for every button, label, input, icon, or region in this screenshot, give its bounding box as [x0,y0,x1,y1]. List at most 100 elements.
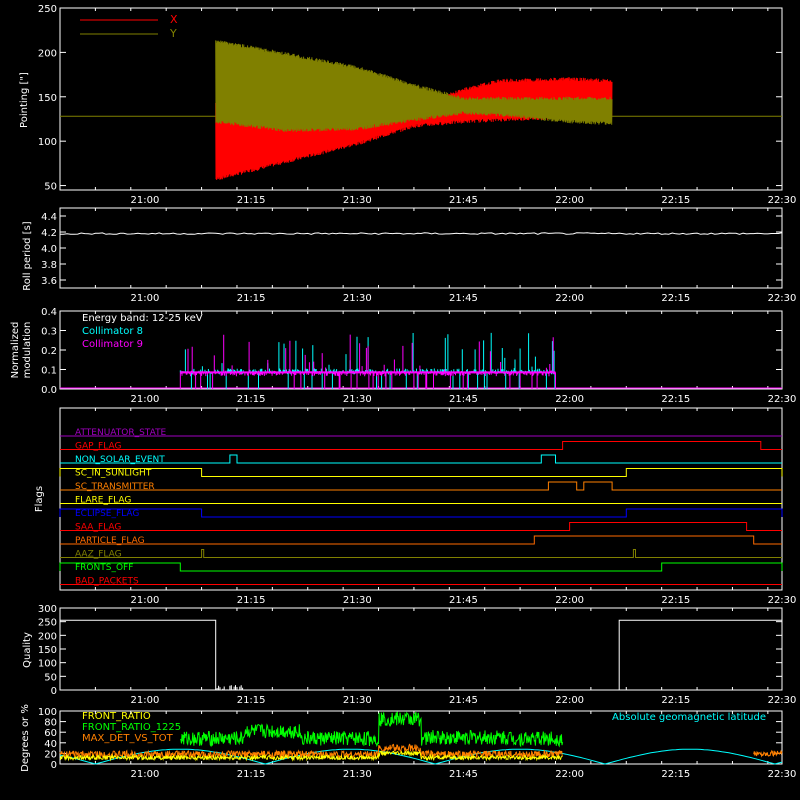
ratios-ytick-label: 80 [44,718,57,729]
chart-marks: 21:00 21:15 21:30 21:45 22:00 22:15 22:30 21:00… [38,4,797,780]
quality-xtick-label: 21:00 [131,695,160,706]
flag-label: GAP_FLAG [75,442,121,452]
flag-line-saa-flag [60,522,782,531]
roll-xtick-label: 21:30 [343,293,372,304]
flags-frame [59,407,783,591]
roll-ylabel: Roll period [s] [22,221,33,290]
flag-line-eclipse-flag [59,508,783,518]
pointing-panel: Pointing ["] X Y [19,7,783,191]
quality-ytick-label: 300 [38,604,57,615]
front-ratio-1225-series [180,711,564,748]
flags-panel: Flags [34,407,783,591]
legend-front-ratio-1225: FRONT_RATIO_1225 [82,722,181,733]
roll-ytick-label: 3.6 [41,276,57,287]
pointing-ylabel: Pointing ["] [19,72,30,128]
roll-xtick-label: 21:45 [449,293,478,304]
energy-band-label: Energy band: 12-25 keV [82,313,203,324]
ratios-xtick-label: 22:15 [661,769,690,780]
modulation-ytick-label: 0.0 [41,385,57,396]
modulation-ytick-label: 0.2 [41,346,57,357]
flag-line-non-solar-event [60,454,782,464]
ratios-panel: Degrees or % FRONT_RATIO FRONT_RATIO_122… [20,704,783,772]
flags-xtick-label: 21:00 [131,595,160,606]
modulation-xtick-label: 21:00 [131,394,160,405]
quality-ytick-label: 200 [38,631,57,642]
flag-line-fronts-off [59,562,783,572]
pointing-frame [59,7,783,191]
flag-line-particle-flag [60,535,782,545]
ratios-ytick-label: 100 [38,707,57,718]
front-ratio-series [59,749,563,762]
ratios-frame [59,710,783,765]
ratios-xtick-label: 21:00 [131,769,160,780]
modulation-xtick-label: 22:15 [661,394,690,405]
pointing-xtick-label: 21:30 [343,195,372,206]
pointing-xtick-label: 21:15 [237,195,266,206]
roll-ytick-label: 4.2 [41,228,57,239]
legend-geomag-lat: Absolute geomagnetic latitude [612,712,766,723]
flags-xtick-label: 21:45 [449,595,478,606]
quality-xtick-label: 22:30 [768,695,797,706]
ratios-xtick-label: 22:30 [768,769,797,780]
max-det-vs-tot-series-late [753,749,783,758]
legend-collimator-9: Collimator 9 [82,339,143,350]
modulation-ylabel-2: modulation [22,322,33,379]
legend-y-label: Y [169,27,177,40]
quality-ylabel: Quality [22,632,33,668]
roll-ytick-label: 3.8 [41,260,57,271]
modulation-ylabel-1: Normalized [10,322,21,379]
quality-xtick-label: 22:15 [661,695,690,706]
modulation-ytick-label: 0.1 [41,366,57,377]
legend-collimator-8: Collimator 8 [82,326,143,337]
flags-xtick-label: 21:15 [237,595,266,606]
quality-spikes [215,685,244,690]
roll-xtick-label: 21:00 [131,293,160,304]
modulation-ytick-label: 0.3 [41,327,57,338]
pointing-ytick-label: 200 [38,48,57,59]
flags-xtick-label: 22:30 [768,595,797,606]
roll-xtick-label: 22:30 [768,293,797,304]
ratios-ytick-label: 0 [51,760,57,771]
modulation-xtick-label: 22:30 [768,394,797,405]
modulation-xtick-label: 21:45 [449,394,478,405]
pointing-ytick-label: 250 [38,4,57,15]
flag-label: ECLIPSE_FLAG [75,509,139,519]
pointing-xtick-label: 22:00 [555,195,584,206]
flag-line-sc-in-sunlight [59,468,783,477]
quality-xtick-label: 21:30 [343,695,372,706]
roll-xtick-label: 21:15 [237,293,266,304]
roll-series [60,232,783,235]
flag-label: ATTENUATOR_STATE [75,428,167,438]
quality-ytick-label: 0 [51,686,57,697]
legend-front-ratio: FRONT_RATIO [82,711,151,722]
legend-max-det: MAX_DET_VS_TOT [82,733,174,744]
flag-label: SC_TRANSMITTER [75,482,155,492]
quality-ytick-label: 50 [44,672,57,683]
flag-label: PARTICLE_FLAG [75,536,145,546]
flag-label: FRONTS_OFF [75,563,133,573]
flag-label: NON_SOLAR_EVENT [75,455,165,465]
geomag-latitude-series [59,748,783,765]
roll-ytick-label: 4.0 [41,244,57,255]
roll-xtick-label: 22:15 [661,293,690,304]
modulation-xtick-label: 22:00 [555,394,584,405]
pointing-ytick-label: 50 [44,182,57,193]
roll-ytick-label: 4.4 [41,212,57,223]
flag-label: BAD_PACKETS [75,577,139,587]
quality-xtick-label: 21:45 [449,695,478,706]
quality-ytick-label: 100 [38,659,57,670]
pointing-ytick-label: 150 [38,93,57,104]
pointing-ytick-label: 100 [38,137,57,148]
modulation-xtick-label: 21:30 [343,394,372,405]
quality-series [60,619,782,691]
flag-label: FLARE_FLAG [75,496,131,506]
modulation-ytick-label: 0.4 [41,307,57,318]
flag-line-gap-flag [60,441,782,450]
roll-xtick-label: 22:00 [555,293,584,304]
ratios-xtick-label: 22:00 [555,769,584,780]
ratios-ylabel: Degrees or % [20,704,31,772]
flag-line-aaz-flag [60,549,782,558]
quality-ytick-label: 250 [38,618,57,629]
ratios-ytick-label: 20 [44,749,57,760]
